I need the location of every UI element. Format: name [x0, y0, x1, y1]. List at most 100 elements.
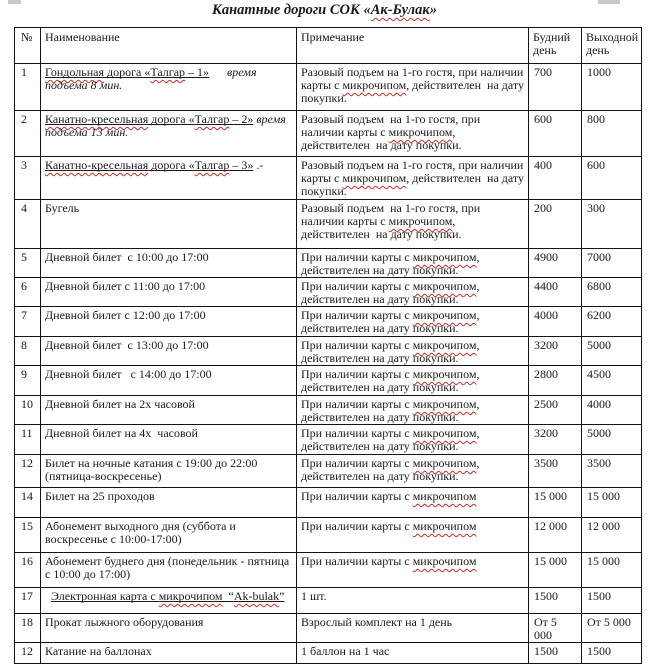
weekend-price-cell: 300 [581, 199, 642, 249]
name-cell: Канатно-кресельная дорога «Талгар – 3» .… [40, 156, 297, 200]
text-run: Дневной билет на 4х часовой [45, 426, 198, 440]
underlined-text: – 1» [185, 65, 209, 79]
weekend-price-cell: 7000 [581, 248, 642, 278]
row-number-cell: 5 [14, 248, 41, 278]
misspelled-word: Гондольная [45, 65, 104, 79]
col-header-number: № [14, 27, 41, 64]
text-run: , действителен на дату покупки. [301, 78, 525, 105]
text-run: , действителен на дату покупки. [301, 250, 480, 277]
misspelled-word: микрочипом [412, 456, 477, 470]
underlined-text: Талгар [195, 112, 230, 126]
misspelled-word: Талгар [194, 112, 230, 126]
text-run: Взрослый комплект на 1 день [301, 615, 453, 629]
row-number-cell: 4 [14, 199, 41, 249]
text-run: , действителен на дату покупки. [301, 171, 525, 198]
text-run: дорога « [148, 112, 195, 126]
text-run: , действителен на дату покупки. [301, 308, 480, 335]
note-cell: При наличии карты с микрочипом, действит… [296, 365, 529, 396]
underlined-text: Ak-bulak [234, 589, 279, 603]
misspelled-word: микрочипом [342, 171, 407, 185]
weekday-price-cell: 1500 [528, 642, 582, 664]
text-run: » [429, 2, 437, 18]
name-cell: Дневной билет на 4х часовой [40, 424, 297, 455]
text-run: При наличии карты с [301, 489, 413, 503]
table-row: 9 Дневной билет с 14:00 до 17:00 При налич… [14, 365, 642, 396]
text-run: При наличии карты с [301, 279, 413, 293]
table-header-row: № Наименование Примечание Будний день Вы… [14, 27, 642, 64]
weekend-price-cell: 1500 [581, 587, 642, 614]
misspelled-word: микрочипом [412, 308, 477, 322]
misspelled-word: микрочипом [412, 279, 477, 293]
underlined-text: – 3» [229, 158, 253, 172]
weekday-price-cell: 200 [528, 199, 582, 249]
weekend-price-cell: 15 000 [581, 552, 642, 588]
note-cell: При наличии карты с микрочипом [296, 487, 529, 518]
col-header-weekend: Выходной день [581, 27, 642, 64]
misspelled-word: микрочипом [388, 125, 453, 139]
name-cell: Дневной билет с 10:00 до 17:00 [40, 248, 297, 278]
table-row: 15 Абонемент выходного дня (суббота и вос… [14, 517, 642, 553]
weekday-price-cell: 400 [528, 156, 582, 200]
text-run: , действителен на дату покупки. [301, 367, 480, 394]
weekend-price-cell: 800 [581, 110, 642, 157]
table-row: 10 Дневной билет на 2х часовой При наличии… [14, 395, 642, 425]
weekday-price-cell: От 5 000 [528, 613, 582, 643]
note-cell: При наличии карты с микрочипом [296, 517, 529, 553]
text-run: Дневной билет с 12:00 до 17:00 [45, 308, 206, 322]
row-number-cell: 10 [14, 395, 41, 425]
text-run: Разовый подъем на 1-го гостя, при наличи… [301, 112, 481, 139]
table-row: 2 Канатно-кресельная дорога «Талгар – 2» … [14, 110, 642, 157]
note-cell: Взрослый комплект на 1 день [296, 613, 529, 643]
underlined-text: дорога « [148, 112, 194, 126]
weekday-price-cell: 4400 [528, 277, 582, 307]
misspelled-word: микрочипом [412, 367, 477, 381]
text-run: При наличии карты с [301, 338, 413, 352]
underlined-text: микрочипом [159, 589, 223, 603]
text-run: При наличии карты с [301, 456, 413, 470]
row-number-cell: 17 [14, 587, 41, 614]
weekday-price-cell: 4900 [528, 248, 582, 278]
note-cell: Разовый подъем на 1-го гостя, при наличи… [296, 63, 529, 111]
row-number-cell: 2 [14, 110, 41, 157]
text-run: Дневной билет с 10:00 до 17:00 [45, 250, 209, 264]
weekday-price-cell: 4000 [528, 306, 582, 337]
weekday-price-cell: 15 000 [528, 487, 582, 518]
text-run: Электронная карта с [51, 589, 159, 603]
weekend-price-cell: 5000 [581, 336, 642, 366]
text-run: Дневной билет на 2х часовой [45, 397, 195, 411]
row-number-cell: 6 [14, 277, 41, 307]
name-cell: Билет на ночные катания с 19:00 до 22:00… [40, 454, 297, 488]
table-row: 17 Электронная карта с микрочипом “Ak-bu… [14, 587, 642, 614]
name-cell: Абонемент буднего дня (понедельник - пят… [40, 552, 297, 588]
text-run: При наличии карты с [301, 308, 413, 322]
weekday-price-cell: 3500 [528, 454, 582, 488]
table-row: 4 Бугель Разовый подъем на 1-го гостя, при… [14, 199, 642, 249]
note-cell: При наличии карты с микрочипом [296, 552, 529, 588]
weekend-price-cell: 600 [581, 156, 642, 200]
text-run: дорога « [148, 158, 195, 172]
text-run: При наличии карты с [301, 426, 413, 440]
underlined-text: ” [279, 589, 284, 603]
weekday-price-cell: 3200 [528, 336, 582, 366]
table-row: 16 Абонемент буднего дня (понедельник - п… [14, 552, 642, 588]
table-row: 3 Канатно-кресельная дорога «Талгар – 3» … [14, 156, 642, 200]
note-cell: При наличии карты с микрочипом, действит… [296, 248, 529, 278]
note-cell: При наличии карты с микрочипом, действит… [296, 395, 529, 425]
text-run: Разовый подъем на 1-го гостя, при наличи… [301, 65, 524, 92]
weekday-price-cell: 3200 [528, 424, 582, 455]
table-row: 14 Билет на 25 проходов При наличии карты … [14, 487, 642, 518]
weekend-price-cell: 3500 [581, 454, 642, 488]
text-run: Билет на ночные катания с 19:00 до 22:00… [45, 456, 258, 483]
weekend-price-cell: 4500 [581, 365, 642, 396]
underlined-text: Талгар [150, 65, 185, 79]
misspelled-word: Ak-bulak [233, 589, 280, 603]
name-cell: Дневной билет с 11:00 до 17:00 [40, 277, 297, 307]
text-run: , действителен на дату покупки. [301, 338, 480, 365]
name-cell: Бугель [40, 199, 297, 249]
underlined-text: дорога « [104, 65, 150, 79]
misspelled-word: Талгар [150, 65, 186, 79]
text-run: При наличии карты с [301, 554, 413, 568]
table-row: 6 Дневной билет с 11:00 до 17:00 При налич… [14, 277, 642, 307]
note-cell: 1 баллон на 1 час [296, 642, 529, 664]
